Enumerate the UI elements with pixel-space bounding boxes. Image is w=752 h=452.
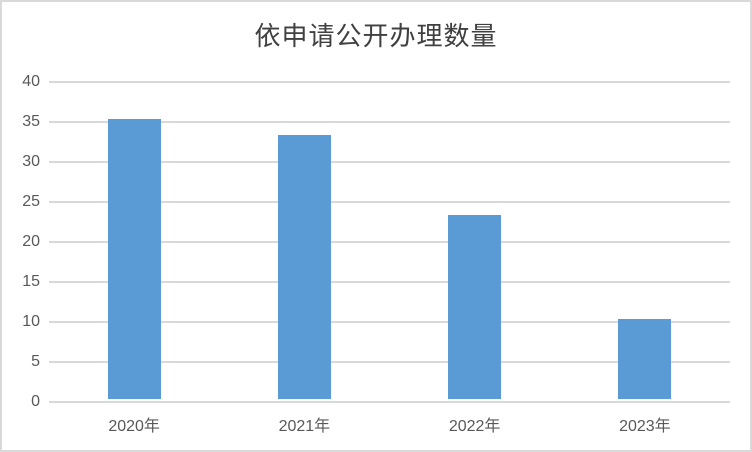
x-axis-label: 2022年 — [448, 418, 501, 435]
y-axis-tick-label: 15 — [22, 273, 40, 290]
y-axis-tick-label: 25 — [22, 193, 40, 210]
bar-2023年 — [618, 319, 672, 399]
gridline — [49, 201, 730, 203]
y-axis-tick-label: 20 — [22, 233, 40, 250]
plot-area — [49, 81, 730, 403]
gridline — [49, 241, 730, 243]
x-axis-label: 2023年 — [619, 418, 671, 435]
bar-2022年 — [448, 215, 502, 399]
y-axis-tick-label: 10 — [22, 313, 40, 330]
gridline — [49, 321, 730, 323]
chart-title: 依申请公开办理数量 — [254, 21, 498, 51]
gridline — [49, 121, 730, 123]
y-axis-tick-label: 5 — [31, 353, 40, 370]
y-axis-tick-label: 40 — [22, 73, 40, 90]
bar-2021年 — [277, 135, 331, 399]
gridline — [49, 281, 730, 283]
bar-2020年 — [107, 119, 161, 399]
y-axis-tick-label: 0 — [31, 393, 40, 410]
gridline — [49, 81, 730, 83]
x-axis-label: 2021年 — [278, 418, 331, 435]
gridline — [49, 161, 730, 163]
y-axis-tick-label: 30 — [22, 153, 40, 170]
x-axis-label: 2020年 — [108, 418, 160, 435]
y-axis-tick-label: 35 — [22, 113, 40, 130]
x-axis-line — [49, 401, 730, 403]
gridline — [49, 361, 730, 363]
